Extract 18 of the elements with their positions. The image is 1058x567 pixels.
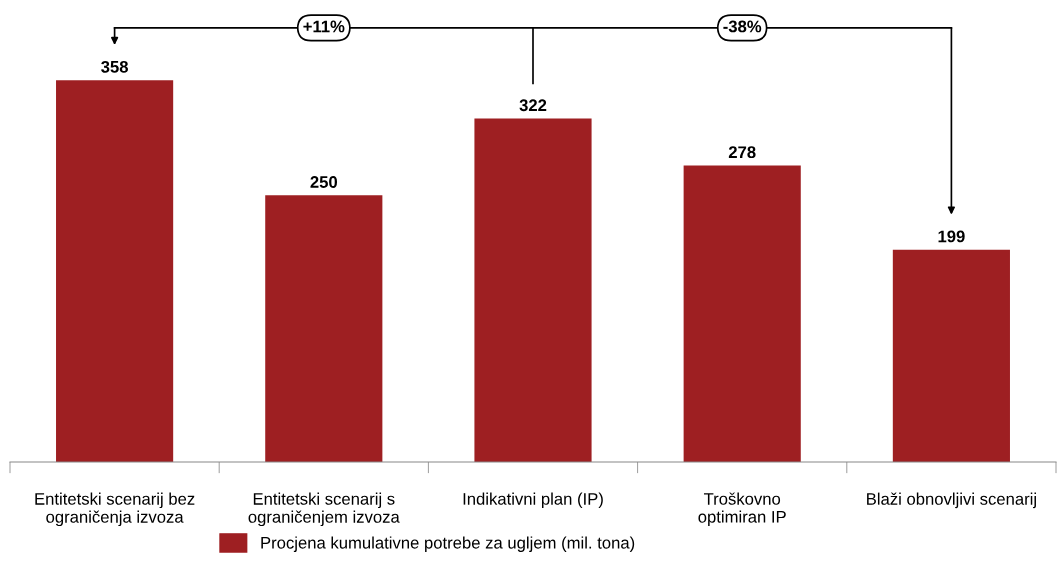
x-tick-label: Blaži obnovljivi scenarij bbox=[867, 492, 1036, 509]
legend-label: Procjena kumulativne potrebe za ugljem (mil. tona) bbox=[261, 536, 635, 552]
x-tick-label: Entitetski scenarij s ograničenjem izvoza bbox=[248, 492, 400, 527]
x-tick-label: Indikativni plan (IP) bbox=[463, 492, 603, 509]
bar bbox=[474, 118, 592, 462]
bar bbox=[892, 249, 1010, 462]
text: +11% bbox=[303, 20, 345, 33]
data-label: 358 bbox=[101, 60, 128, 73]
data-label: 250 bbox=[310, 176, 338, 188]
x-tick-label: Troškovno optimiran IP bbox=[698, 492, 786, 527]
data-label: 322 bbox=[519, 99, 547, 112]
data-label: 199 bbox=[938, 230, 965, 243]
x-tick-label: Entitetski scenarij bez ograničenja izvoza bbox=[35, 492, 195, 527]
bar bbox=[56, 80, 174, 462]
text: -38% bbox=[723, 20, 762, 33]
data-label: 278 bbox=[728, 146, 756, 159]
bar bbox=[683, 165, 801, 462]
bar bbox=[265, 195, 383, 462]
